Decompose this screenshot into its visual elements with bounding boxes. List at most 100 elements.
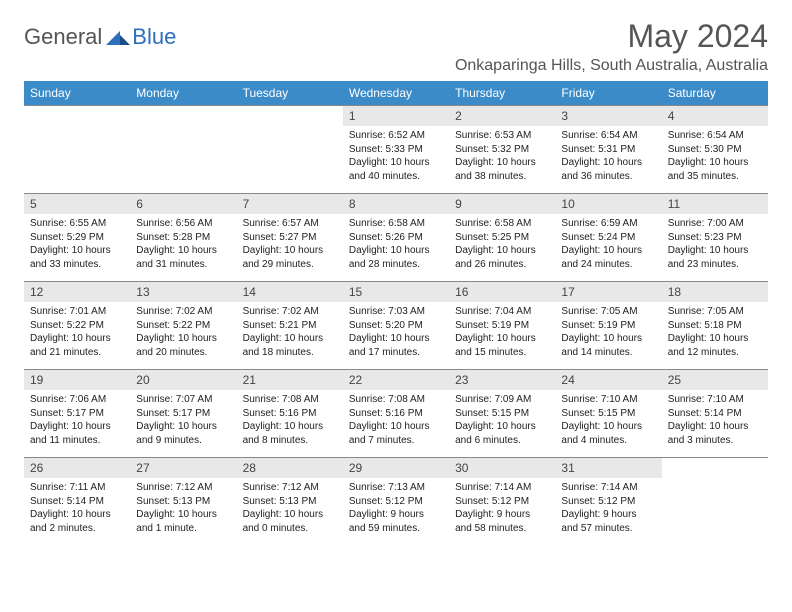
day-number: 2 <box>449 106 555 126</box>
day-number: 1 <box>343 106 449 126</box>
day-details: Sunrise: 7:13 AMSunset: 5:12 PMDaylight:… <box>343 478 449 540</box>
day-details: Sunrise: 7:03 AMSunset: 5:20 PMDaylight:… <box>343 302 449 364</box>
day-number: 12 <box>24 282 130 302</box>
calendar-table: SundayMondayTuesdayWednesdayThursdayFrid… <box>24 81 768 546</box>
calendar-week-row: 12Sunrise: 7:01 AMSunset: 5:22 PMDayligh… <box>24 282 768 370</box>
day-details: Sunrise: 7:07 AMSunset: 5:17 PMDaylight:… <box>130 390 236 452</box>
calendar-day-cell: 30Sunrise: 7:14 AMSunset: 5:12 PMDayligh… <box>449 458 555 546</box>
weekday-header-row: SundayMondayTuesdayWednesdayThursdayFrid… <box>24 81 768 106</box>
calendar-day-cell: 15Sunrise: 7:03 AMSunset: 5:20 PMDayligh… <box>343 282 449 370</box>
calendar-week-row: 1Sunrise: 6:52 AMSunset: 5:33 PMDaylight… <box>24 106 768 194</box>
day-details: Sunrise: 6:53 AMSunset: 5:32 PMDaylight:… <box>449 126 555 188</box>
calendar-day-cell: 22Sunrise: 7:08 AMSunset: 5:16 PMDayligh… <box>343 370 449 458</box>
day-details: Sunrise: 7:14 AMSunset: 5:12 PMDaylight:… <box>449 478 555 540</box>
weekday-header: Monday <box>130 81 236 106</box>
day-number: 18 <box>662 282 768 302</box>
day-number: 22 <box>343 370 449 390</box>
day-details: Sunrise: 7:02 AMSunset: 5:21 PMDaylight:… <box>237 302 343 364</box>
day-number: 16 <box>449 282 555 302</box>
calendar-day-cell: 9Sunrise: 6:58 AMSunset: 5:25 PMDaylight… <box>449 194 555 282</box>
day-number: 11 <box>662 194 768 214</box>
calendar-day-cell: 3Sunrise: 6:54 AMSunset: 5:31 PMDaylight… <box>555 106 661 194</box>
calendar-day-cell: 7Sunrise: 6:57 AMSunset: 5:27 PMDaylight… <box>237 194 343 282</box>
calendar-day-cell: 27Sunrise: 7:12 AMSunset: 5:13 PMDayligh… <box>130 458 236 546</box>
day-number <box>130 106 236 112</box>
calendar-day-cell: 29Sunrise: 7:13 AMSunset: 5:12 PMDayligh… <box>343 458 449 546</box>
weekday-header: Saturday <box>662 81 768 106</box>
calendar-day-cell: 28Sunrise: 7:12 AMSunset: 5:13 PMDayligh… <box>237 458 343 546</box>
day-details: Sunrise: 7:01 AMSunset: 5:22 PMDaylight:… <box>24 302 130 364</box>
calendar-day-cell <box>24 106 130 194</box>
day-number: 24 <box>555 370 661 390</box>
calendar-day-cell: 18Sunrise: 7:05 AMSunset: 5:18 PMDayligh… <box>662 282 768 370</box>
calendar-week-row: 19Sunrise: 7:06 AMSunset: 5:17 PMDayligh… <box>24 370 768 458</box>
day-details: Sunrise: 6:54 AMSunset: 5:31 PMDaylight:… <box>555 126 661 188</box>
day-number: 25 <box>662 370 768 390</box>
title-block: May 2024 Onkaparinga Hills, South Austra… <box>455 18 768 75</box>
day-details: Sunrise: 7:05 AMSunset: 5:18 PMDaylight:… <box>662 302 768 364</box>
weekday-header: Sunday <box>24 81 130 106</box>
day-details: Sunrise: 6:52 AMSunset: 5:33 PMDaylight:… <box>343 126 449 188</box>
day-details: Sunrise: 7:10 AMSunset: 5:14 PMDaylight:… <box>662 390 768 452</box>
day-details: Sunrise: 7:08 AMSunset: 5:16 PMDaylight:… <box>343 390 449 452</box>
calendar-day-cell <box>130 106 236 194</box>
day-number: 14 <box>237 282 343 302</box>
header: General Blue May 2024 Onkaparinga Hills,… <box>24 18 768 75</box>
calendar-day-cell: 16Sunrise: 7:04 AMSunset: 5:19 PMDayligh… <box>449 282 555 370</box>
day-number: 13 <box>130 282 236 302</box>
day-number: 20 <box>130 370 236 390</box>
day-number: 5 <box>24 194 130 214</box>
calendar-week-row: 5Sunrise: 6:55 AMSunset: 5:29 PMDaylight… <box>24 194 768 282</box>
day-details: Sunrise: 7:09 AMSunset: 5:15 PMDaylight:… <box>449 390 555 452</box>
logo-text-general: General <box>24 24 102 50</box>
day-number: 10 <box>555 194 661 214</box>
weekday-header: Friday <box>555 81 661 106</box>
day-number: 8 <box>343 194 449 214</box>
day-number: 27 <box>130 458 236 478</box>
day-details: Sunrise: 6:55 AMSunset: 5:29 PMDaylight:… <box>24 214 130 276</box>
weekday-header: Thursday <box>449 81 555 106</box>
day-details: Sunrise: 7:06 AMSunset: 5:17 PMDaylight:… <box>24 390 130 452</box>
calendar-day-cell: 12Sunrise: 7:01 AMSunset: 5:22 PMDayligh… <box>24 282 130 370</box>
calendar-day-cell: 13Sunrise: 7:02 AMSunset: 5:22 PMDayligh… <box>130 282 236 370</box>
month-title: May 2024 <box>455 18 768 55</box>
day-details: Sunrise: 7:04 AMSunset: 5:19 PMDaylight:… <box>449 302 555 364</box>
day-details: Sunrise: 6:58 AMSunset: 5:26 PMDaylight:… <box>343 214 449 276</box>
day-number <box>24 106 130 112</box>
calendar-day-cell: 2Sunrise: 6:53 AMSunset: 5:32 PMDaylight… <box>449 106 555 194</box>
day-number: 26 <box>24 458 130 478</box>
calendar-day-cell: 10Sunrise: 6:59 AMSunset: 5:24 PMDayligh… <box>555 194 661 282</box>
day-number: 29 <box>343 458 449 478</box>
day-number: 30 <box>449 458 555 478</box>
calendar-day-cell: 4Sunrise: 6:54 AMSunset: 5:30 PMDaylight… <box>662 106 768 194</box>
day-details: Sunrise: 7:00 AMSunset: 5:23 PMDaylight:… <box>662 214 768 276</box>
day-details: Sunrise: 7:14 AMSunset: 5:12 PMDaylight:… <box>555 478 661 540</box>
day-details: Sunrise: 7:12 AMSunset: 5:13 PMDaylight:… <box>237 478 343 540</box>
day-details: Sunrise: 6:58 AMSunset: 5:25 PMDaylight:… <box>449 214 555 276</box>
day-details: Sunrise: 7:10 AMSunset: 5:15 PMDaylight:… <box>555 390 661 452</box>
day-details: Sunrise: 7:12 AMSunset: 5:13 PMDaylight:… <box>130 478 236 540</box>
day-number: 7 <box>237 194 343 214</box>
calendar-week-row: 26Sunrise: 7:11 AMSunset: 5:14 PMDayligh… <box>24 458 768 546</box>
calendar-day-cell <box>237 106 343 194</box>
day-number <box>237 106 343 112</box>
day-number: 19 <box>24 370 130 390</box>
logo-triangle-icon <box>106 29 130 45</box>
weekday-header: Tuesday <box>237 81 343 106</box>
calendar-day-cell: 1Sunrise: 6:52 AMSunset: 5:33 PMDaylight… <box>343 106 449 194</box>
calendar-day-cell: 25Sunrise: 7:10 AMSunset: 5:14 PMDayligh… <box>662 370 768 458</box>
day-number: 6 <box>130 194 236 214</box>
calendar-day-cell: 5Sunrise: 6:55 AMSunset: 5:29 PMDaylight… <box>24 194 130 282</box>
calendar-day-cell: 23Sunrise: 7:09 AMSunset: 5:15 PMDayligh… <box>449 370 555 458</box>
calendar-day-cell: 31Sunrise: 7:14 AMSunset: 5:12 PMDayligh… <box>555 458 661 546</box>
day-number <box>662 458 768 464</box>
day-details: Sunrise: 7:02 AMSunset: 5:22 PMDaylight:… <box>130 302 236 364</box>
logo-text-blue: Blue <box>132 24 176 50</box>
calendar-day-cell: 20Sunrise: 7:07 AMSunset: 5:17 PMDayligh… <box>130 370 236 458</box>
day-details: Sunrise: 6:56 AMSunset: 5:28 PMDaylight:… <box>130 214 236 276</box>
logo: General Blue <box>24 18 176 50</box>
day-details: Sunrise: 6:57 AMSunset: 5:27 PMDaylight:… <box>237 214 343 276</box>
calendar-day-cell: 8Sunrise: 6:58 AMSunset: 5:26 PMDaylight… <box>343 194 449 282</box>
calendar-day-cell <box>662 458 768 546</box>
day-details: Sunrise: 7:05 AMSunset: 5:19 PMDaylight:… <box>555 302 661 364</box>
